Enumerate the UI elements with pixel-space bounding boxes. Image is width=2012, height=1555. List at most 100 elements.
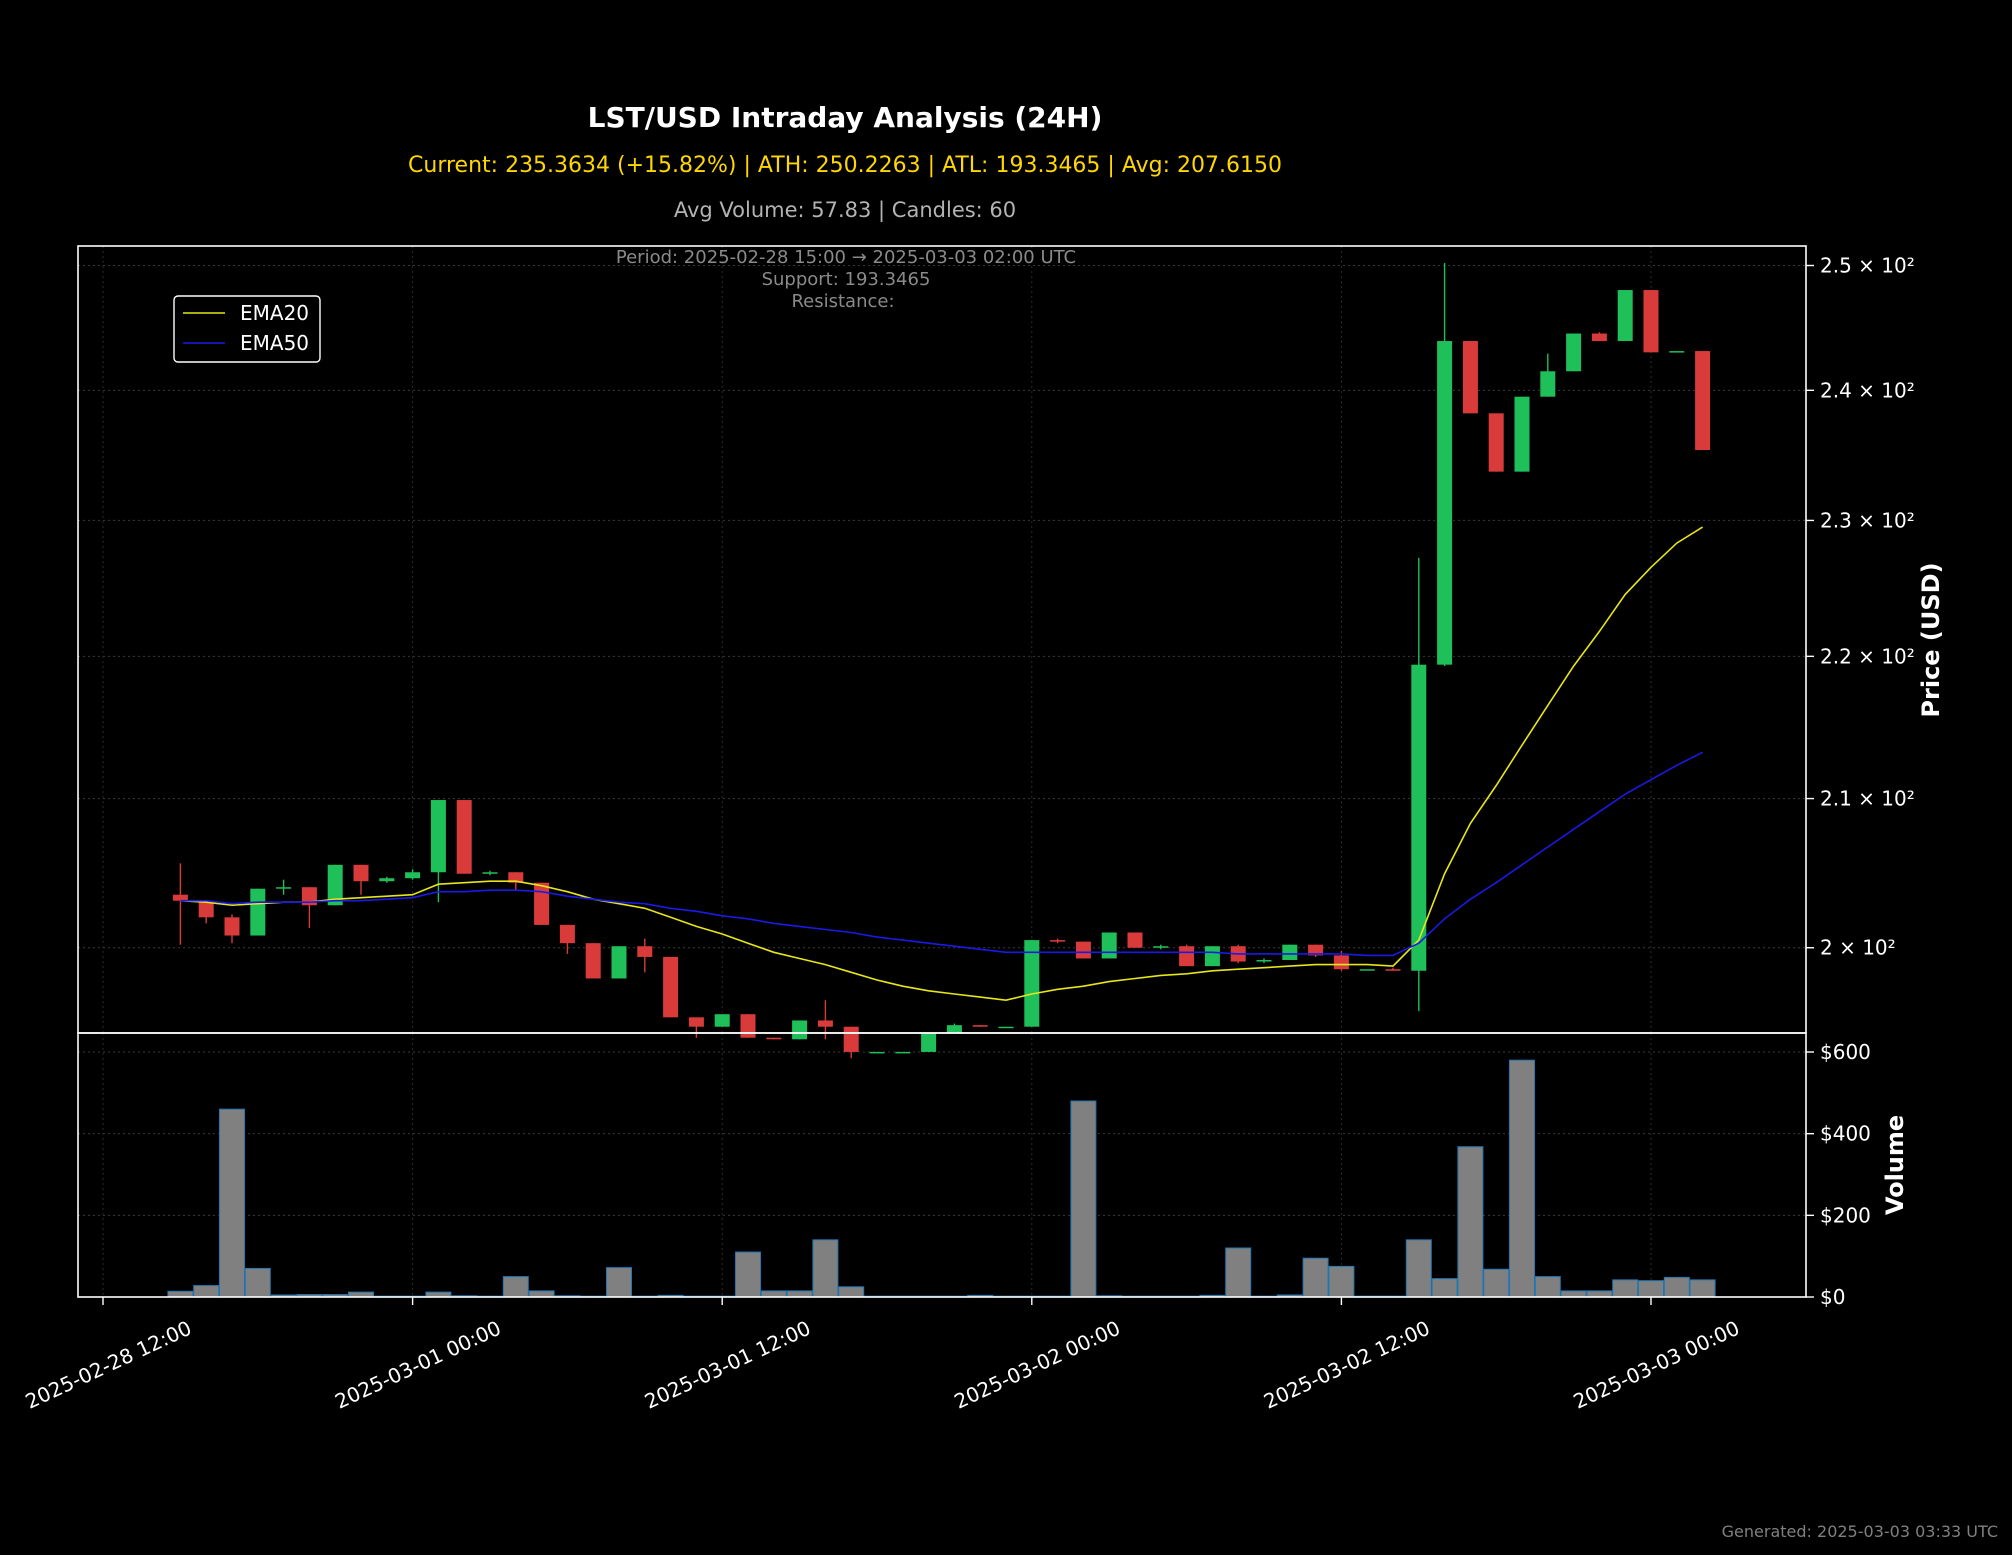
candle-body [1488,413,1504,472]
candle-body [405,872,421,879]
candle-body [972,1025,988,1027]
generated-footer: Generated: 2025-03-03 03:33 UTC [1722,1522,1998,1541]
candle-body [1617,290,1633,342]
candle [946,1023,962,1033]
candle [688,1017,704,1038]
candle [921,1033,937,1052]
volume-bar [606,1267,632,1298]
volume-tick-label: $400 [1820,1122,1871,1146]
x-tick-label: 2025-03-01 00:00 [331,1316,504,1414]
candle [1437,263,1453,667]
candle-body [1204,946,1220,967]
x-tick-label: 2025-03-02 12:00 [1260,1316,1433,1414]
legend-ema50-label: EMA50 [240,331,309,355]
candle [301,887,317,928]
x-tick-label: 2025-02-28 12:00 [22,1316,195,1414]
candle-body [869,1051,885,1054]
candle-body [663,956,679,1018]
candle-body [998,1026,1014,1029]
candle [1101,932,1117,959]
candle [1591,332,1607,342]
candle [405,869,421,880]
candle [1256,958,1272,964]
volume-tick-label: $200 [1820,1203,1871,1227]
candle-body [1669,351,1685,353]
candle-body [534,882,550,925]
candle [1643,290,1659,353]
volume-series [167,1059,1716,1298]
chart-stats-line: Current: 235.3634 (+15.82%) | ATH: 250.2… [408,153,1282,178]
candle-body [792,1020,808,1040]
x-tick-label: 2025-03-02 00:00 [950,1316,1123,1414]
candle [843,1026,859,1059]
price-tick-label: 2.1 × 10² [1820,787,1915,811]
candle [1669,351,1685,353]
candle [353,864,369,895]
candle [430,800,446,903]
legend: EMA20 EMA50 [173,295,321,363]
candle [224,914,240,944]
candle-body [714,1014,730,1027]
candle [1204,946,1220,967]
candle-body [1540,371,1556,397]
candle [250,888,266,936]
candle-body [585,943,601,979]
volume-y-axis: $0 $200 $400 $600 [1806,1040,1871,1309]
price-panel: 2 × 10² 2.1 × 10² 2.2 × 10² 2.3 × 10² 2.4 × … [22,245,1945,1414]
candle [766,1037,782,1040]
candle-body [456,800,472,874]
volume-bar [219,1108,245,1298]
volume-bar [1483,1268,1510,1298]
candle-body [1050,940,1066,942]
ema20-line [180,526,1704,1002]
candle-body [843,1026,859,1052]
candle [276,879,292,895]
volume-bar [760,1290,787,1298]
candle-body [946,1025,962,1033]
volume-bar [167,1290,194,1298]
candle-body [301,887,317,906]
candle-body [1282,944,1298,960]
volume-bar [528,1290,555,1298]
candle-body [276,887,292,889]
volume-bar [244,1267,271,1298]
candle [663,956,679,1018]
price-axes-frame [77,245,1807,1034]
candle [1153,944,1169,950]
candle-body [508,872,524,883]
resistance-annotation: Resistance: [791,291,894,312]
volume-bar [1431,1278,1458,1298]
candle-body [327,864,343,906]
candle [534,882,550,925]
volume-bar [1509,1059,1535,1298]
volume-bar [1663,1276,1690,1298]
candle [1282,944,1298,960]
candle [611,946,627,979]
candle [1462,341,1478,414]
volume-bar [735,1251,761,1298]
volume-bar [1225,1247,1252,1298]
volume-bar [1457,1146,1484,1298]
volume-bar [786,1290,813,1298]
candle-body [379,878,395,882]
candle [972,1025,988,1027]
candle-body [740,1014,756,1038]
candle-body [1179,946,1195,967]
volume-tick-label: $600 [1820,1040,1871,1064]
candle [1050,938,1066,944]
x-axis: 2025-02-28 12:00 2025-03-01 00:00 2025-03-… [22,1297,1743,1414]
price-tick-label: 2.2 × 10² [1820,644,1915,668]
volume-bar [1302,1257,1329,1298]
price-grid [78,246,1806,1033]
candle-body [1437,341,1453,665]
candle [792,1020,808,1040]
candle-body [1643,290,1659,353]
candle [1540,353,1556,397]
candle [1566,333,1582,372]
candle [379,876,395,883]
chart-volume-line: Avg Volume: 57.83 | Candles: 60 [674,198,1016,223]
candle [585,943,601,979]
support-annotation: Support: 193.3465 [762,269,931,290]
candle [740,1014,756,1038]
